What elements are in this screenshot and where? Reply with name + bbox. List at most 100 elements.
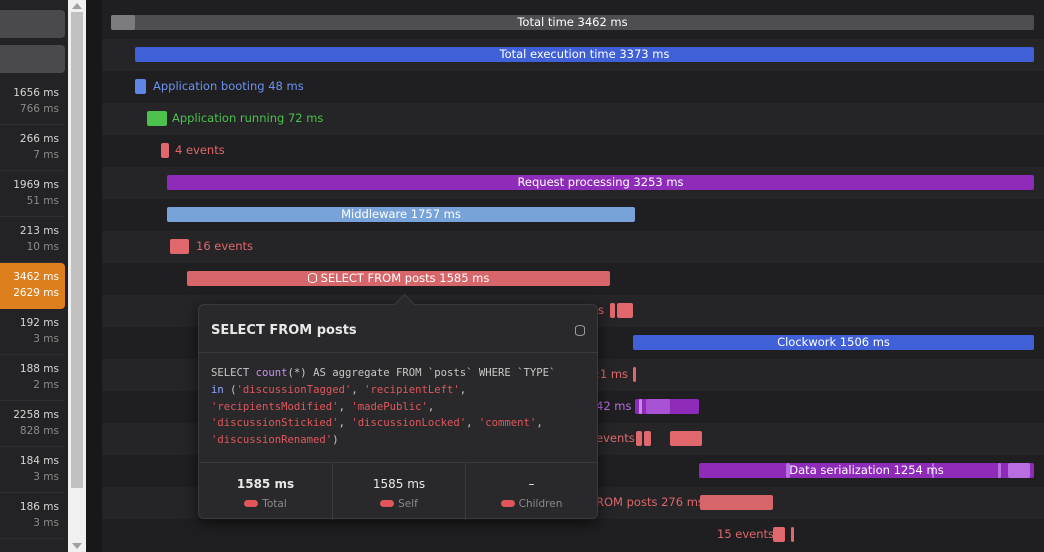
request-item-placeholder[interactable] (0, 10, 65, 38)
request-self-time: 766 ms (19, 103, 59, 115)
event-bar[interactable] (791, 527, 794, 542)
divider (86, 0, 102, 552)
request-item[interactable]: 188 ms 2 ms (0, 355, 65, 401)
request-self-time: 2 ms (33, 379, 59, 391)
purple-bar-segment (646, 399, 670, 414)
request-item[interactable]: 184 ms 3 ms (0, 447, 65, 493)
query-bar[interactable] (700, 495, 773, 510)
total-execution-bar[interactable] (135, 47, 1034, 62)
select-posts-label: SELECT FROM posts 1585 ms (320, 271, 490, 285)
clockwork-label: Clockwork 1506 ms (777, 335, 890, 349)
event-bar[interactable] (636, 431, 642, 446)
request-self-time: 3 ms (33, 471, 59, 483)
event-bar[interactable] (773, 527, 785, 542)
timeline-row (102, 135, 1044, 167)
sql-query: SELECT count(*) AS aggregate FROM `posts… (211, 367, 556, 447)
sql-string: 'discussionLocked' (351, 417, 467, 430)
events-4-label: 4 events (175, 143, 225, 157)
query-popover: SELECT FROM posts SELECT count(*) AS agg… (198, 304, 598, 520)
request-self-time: 2629 ms (13, 287, 59, 299)
app-running-label: Application running 72 ms (172, 111, 324, 125)
app-booting-bar[interactable] (135, 79, 146, 94)
database-icon (575, 325, 585, 336)
stat-total-value: 1585 ms (236, 477, 295, 491)
event-bar[interactable] (617, 303, 633, 318)
total-time-bar-segment (111, 15, 135, 30)
sql-string: 'discussionTagged' (236, 383, 352, 396)
app-running-bar[interactable] (147, 111, 167, 126)
request-total-time: 192 ms (19, 317, 59, 329)
partial-rom-posts-label: ROM posts 276 ms (596, 495, 704, 509)
request-total-time: 186 ms (19, 501, 59, 513)
stat-children-label-wrap: Children (466, 498, 597, 510)
sql-string: 'discussionRenamed' (211, 434, 333, 447)
sql-token: (*) (287, 367, 314, 379)
data-serialization-tick (1008, 463, 1030, 478)
select-posts-bar[interactable] (187, 271, 610, 286)
request-self-time: 51 ms (26, 195, 59, 207)
request-total-time: 188 ms (19, 363, 59, 375)
request-self-time: 3 ms (33, 517, 59, 529)
event-bar[interactable] (670, 431, 702, 446)
scroll-thumb[interactable] (71, 12, 83, 488)
request-processing-label: Request processing 3253 ms (517, 175, 684, 189)
data-serialization-tick (998, 463, 1001, 478)
event-bar[interactable] (633, 367, 636, 382)
scroll-up-arrow-icon[interactable] (72, 3, 82, 9)
event-bar[interactable] (644, 431, 651, 446)
stat-self-value: 1585 ms (372, 477, 426, 491)
request-self-time: 7 ms (33, 149, 59, 161)
request-item[interactable]: 1969 ms 51 ms (0, 171, 65, 217)
middleware-label: Middleware 1757 ms (341, 207, 461, 221)
request-item[interactable]: 266 ms 7 ms (0, 125, 65, 171)
stat-total: 1585 ms Total (199, 463, 332, 520)
popover-title: SELECT FROM posts (211, 323, 357, 338)
request-total-time: 1656 ms (13, 87, 59, 99)
sql-string: 'madePublic' (351, 400, 428, 413)
request-item[interactable]: 186 ms 3 ms (0, 493, 65, 539)
scrollbar[interactable] (68, 0, 86, 552)
sql-string: 'recipientsModified' (211, 400, 339, 413)
stat-children-value: – (528, 477, 535, 491)
purple-bar-tick (639, 399, 642, 414)
data-serialization-bar[interactable] (699, 463, 1034, 478)
request-total-time: 266 ms (19, 133, 59, 145)
sql-token: count (255, 367, 288, 379)
stat-total-label-wrap: Total (199, 498, 332, 510)
events-16-label: 16 events (196, 239, 254, 253)
sql-string: 'comment' (478, 417, 537, 430)
database-icon (307, 273, 317, 283)
events-15-label: 15 events (717, 527, 775, 541)
data-serialization-tick (932, 463, 934, 478)
total-time-label: Total time 3462 ms (517, 15, 628, 29)
partial-events-label: events (596, 431, 635, 445)
request-item[interactable]: 3462 ms 2629 ms (0, 263, 65, 309)
request-total-time: 213 ms (19, 225, 59, 237)
popover-header: SELECT FROM posts (199, 305, 597, 353)
stat-self-label-wrap: Self (333, 498, 465, 510)
pill-icon (244, 500, 259, 507)
scroll-down-arrow-icon[interactable] (72, 543, 82, 549)
total-time-bar[interactable] (111, 15, 1034, 30)
sql-token: ( (223, 383, 237, 396)
sql-string: 'recipientLeft' (364, 383, 460, 396)
events-4-bar[interactable] (161, 143, 169, 158)
request-processing-bar[interactable] (167, 175, 1034, 190)
request-item[interactable]: 213 ms 10 ms (0, 217, 65, 263)
request-item-placeholder[interactable] (0, 45, 65, 73)
clockwork-bar[interactable] (633, 335, 1034, 350)
events-16-bar[interactable] (170, 239, 189, 254)
sql-token: AS aggregate FROM `posts` WHERE `TYPE` (313, 367, 556, 379)
event-bar[interactable] (610, 303, 615, 318)
middleware-bar[interactable] (167, 207, 635, 222)
stat-self-label: Self (398, 498, 418, 510)
request-item[interactable]: 2258 ms 828 ms (0, 401, 65, 447)
requests-sidebar: 1656 ms 766 ms 266 ms 7 ms 1969 ms 51 ms 213 m… (0, 0, 68, 552)
request-item[interactable]: 192 ms 3 ms (0, 309, 65, 355)
request-total-time: 2258 ms (13, 409, 59, 421)
stat-total-label: Total (262, 498, 287, 510)
sql-token: ) (332, 434, 339, 447)
partial-1ms-label: :1 ms (596, 367, 629, 381)
request-item[interactable]: 1656 ms 766 ms (0, 79, 65, 125)
partial-label: s (598, 303, 604, 317)
